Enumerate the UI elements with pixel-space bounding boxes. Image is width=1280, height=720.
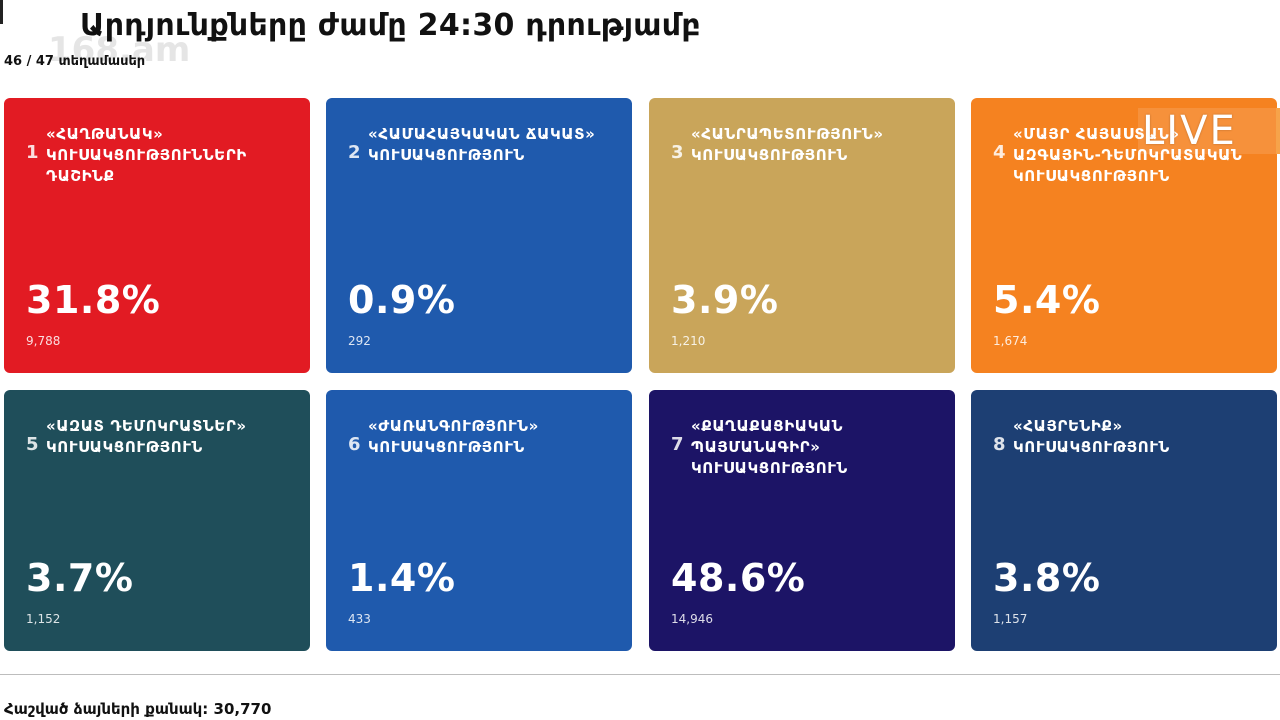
party-votes: 433: [348, 612, 371, 626]
edge-marker: [0, 0, 3, 24]
party-name: «Քաղաքացիական պայմանագիր» կուսակցություն: [691, 417, 848, 477]
party-number: 4: [993, 142, 1006, 163]
party-number: 7: [671, 434, 684, 455]
party-name: «Հայրենիք» կուսակցություն: [1013, 417, 1170, 456]
party-card-7: 7 «Քաղաքացիական պայմանագիր» կուսակցությո…: [649, 390, 955, 651]
party-percent: 48.6%: [671, 556, 806, 600]
party-name: «Ազատ դեմոկրատներ» կուսակցություն: [46, 417, 247, 456]
party-card-3: 3 «Հանրապետություն» կուսակցություն 3.9% …: [649, 98, 955, 373]
party-number: 8: [993, 434, 1006, 455]
party-name: «Համահայկական ճակատ» կուսակցություն: [368, 125, 596, 164]
watermark-logo: 168.am: [48, 30, 191, 70]
party-card-4: 4 «Մայր Հայաստան» Ազգային-դեմոկրատական կ…: [971, 98, 1277, 373]
party-number: 3: [671, 142, 684, 163]
party-votes: 1,210: [671, 334, 706, 348]
live-badge: LIVE: [1138, 108, 1280, 154]
party-percent: 0.9%: [348, 278, 456, 322]
party-number: 6: [348, 434, 361, 455]
party-votes: 1,674: [993, 334, 1028, 348]
party-name: «Մայր Հայաստան» Ազգային-դեմոկրատական կու…: [1013, 125, 1243, 185]
precinct-count: 46 / 47 տեղամասեր: [4, 54, 146, 69]
party-number: 2: [348, 142, 361, 163]
party-card-8: 8 «Հայրենիք» կուսակցություն 3.8% 1,157: [971, 390, 1277, 651]
party-card-6: 6 «Ժառանգություն» կուսակցություն 1.4% 43…: [326, 390, 632, 651]
party-percent: 31.8%: [26, 278, 161, 322]
party-percent: 3.7%: [26, 556, 134, 600]
total-votes: Հաշված ձայների քանակ: 30,770: [4, 700, 272, 718]
party-number: 5: [26, 434, 39, 455]
party-card-2: 2 «Համահայկական ճակատ» կուսակցություն 0.…: [326, 98, 632, 373]
party-votes: 9,788: [26, 334, 61, 348]
footer-divider: [0, 674, 1280, 675]
party-name: «Հաղթանակ» կուսակցությունների դաշինք: [46, 125, 247, 185]
party-card-5: 5 «Ազատ դեմոկրատներ» կուսակցություն 3.7%…: [4, 390, 310, 651]
party-card-1: 1 «Հաղթանակ» կուսակցությունների դաշինք 3…: [4, 98, 310, 373]
party-percent: 1.4%: [348, 556, 456, 600]
page-title: Արդյունքները ժամը 24:30 դրությամբ: [80, 8, 701, 43]
party-name: «Հանրապետություն» կուսակցություն: [691, 125, 884, 164]
party-votes: 292: [348, 334, 371, 348]
party-percent: 3.8%: [993, 556, 1101, 600]
party-name: «Ժառանգություն» կուսակցություն: [368, 417, 539, 456]
party-percent: 5.4%: [993, 278, 1101, 322]
party-votes: 14,946: [671, 612, 713, 626]
party-number: 1: [26, 142, 39, 163]
party-votes: 1,152: [26, 612, 61, 626]
party-percent: 3.9%: [671, 278, 779, 322]
party-votes: 1,157: [993, 612, 1028, 626]
